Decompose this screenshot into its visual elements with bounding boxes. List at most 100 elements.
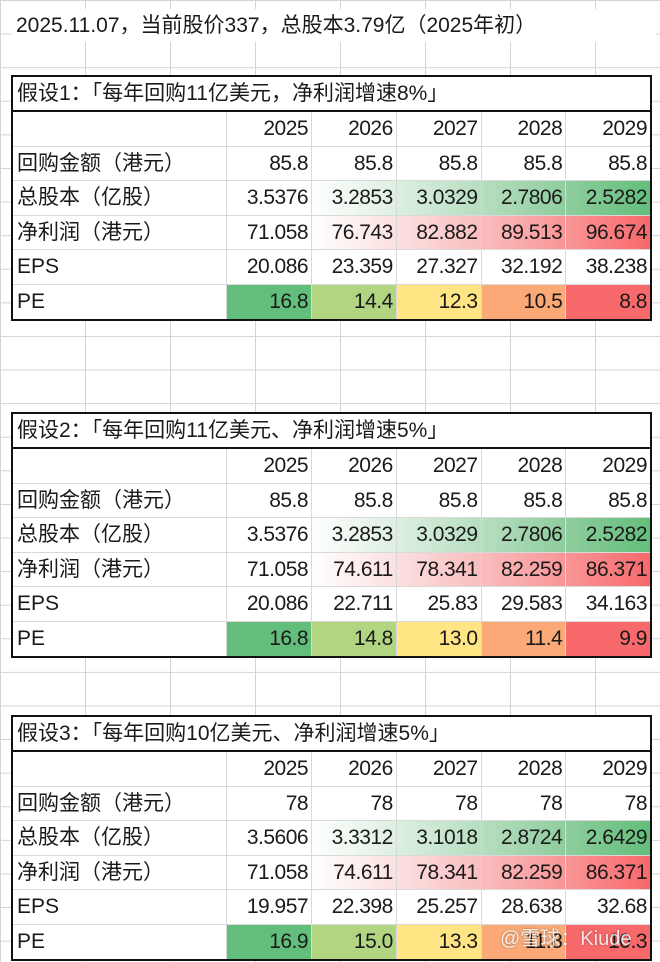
shares-value-cell[interactable]: 3.3312 — [311, 821, 396, 855]
net-profit-value-cell[interactable]: 82.882 — [395, 215, 481, 250]
buyback-value-cell[interactable]: 85.8 — [565, 146, 650, 181]
pe-value-cell[interactable]: 11.4 — [480, 621, 566, 656]
eps-value-cell[interactable]: 22.711 — [311, 587, 396, 621]
year-cell[interactable]: 2027 — [395, 112, 481, 146]
pe-value-cell[interactable]: 10.5 — [480, 284, 566, 319]
net-profit-value-cell[interactable]: 86.371 — [565, 855, 650, 890]
shares-value-cell[interactable]: 3.5376 — [226, 518, 311, 552]
pe-value-cell[interactable]: 16.8 — [226, 621, 312, 656]
eps-value-cell[interactable]: 28.638 — [480, 890, 566, 924]
year-cell[interactable]: 2028 — [480, 449, 566, 483]
row-label[interactable]: 净利润（港元） — [17, 557, 164, 581]
scenario-title[interactable]: 假设1：「每年回购11亿美元，净利润增速8%」 — [13, 77, 650, 112]
net-profit-value-cell[interactable]: 82.259 — [480, 855, 566, 890]
year-cell[interactable]: 2027 — [395, 752, 481, 786]
net-profit-value-cell[interactable]: 86.371 — [565, 552, 650, 587]
row-label[interactable]: 回购金额（港元） — [17, 791, 185, 815]
net-profit-value-cell[interactable]: 71.058 — [226, 855, 311, 890]
buyback-value-cell[interactable]: 85.8 — [311, 146, 396, 181]
year-cell[interactable]: 2026 — [311, 112, 396, 146]
pe-value-cell[interactable]: 14.8 — [311, 621, 396, 656]
pe-value-cell[interactable]: 10.3 — [565, 924, 650, 959]
pe-value-cell[interactable]: 13.3 — [395, 924, 481, 959]
net-profit-value-cell[interactable]: 82.259 — [480, 552, 566, 587]
net-profit-value-cell[interactable]: 78.341 — [395, 855, 481, 890]
row-label[interactable]: 回购金额（港元） — [17, 151, 185, 175]
eps-value-cell[interactable]: 25.83 — [395, 587, 481, 621]
year-cell[interactable]: 2029 — [565, 449, 650, 483]
shares-value-cell[interactable]: 3.0329 — [395, 518, 481, 552]
net-profit-value-cell[interactable]: 71.058 — [226, 215, 311, 250]
shares-value-cell[interactable]: 2.5282 — [565, 518, 650, 552]
buyback-value-cell[interactable]: 85.8 — [565, 483, 650, 518]
pe-value-cell[interactable]: 16.9 — [226, 924, 312, 959]
net-profit-value-cell[interactable]: 89.513 — [480, 215, 566, 250]
shares-value-cell[interactable]: 3.2853 — [311, 518, 396, 552]
pe-value-cell[interactable]: 16.8 — [226, 284, 312, 319]
row-label[interactable]: PE — [17, 626, 46, 650]
row-label[interactable]: 回购金额（港元） — [17, 488, 185, 512]
empty-label-cell[interactable] — [13, 112, 226, 146]
pe-value-cell[interactable]: 12.3 — [395, 284, 481, 319]
year-cell[interactable]: 2029 — [565, 112, 650, 146]
pe-value-cell[interactable]: 8.8 — [565, 284, 650, 319]
eps-value-cell[interactable]: 27.327 — [395, 250, 481, 284]
buyback-value-cell[interactable]: 85.8 — [480, 483, 566, 518]
year-cell[interactable]: 2028 — [480, 752, 566, 786]
year-cell[interactable]: 2025 — [226, 449, 311, 483]
buyback-value-cell[interactable]: 85.8 — [395, 483, 481, 518]
net-profit-value-cell[interactable]: 71.058 — [226, 552, 311, 587]
row-label[interactable]: 总股本（亿股） — [17, 826, 164, 850]
year-cell[interactable]: 2025 — [226, 752, 311, 786]
shares-value-cell[interactable]: 2.8724 — [480, 821, 566, 855]
eps-value-cell[interactable]: 29.583 — [480, 587, 566, 621]
year-cell[interactable]: 2026 — [311, 752, 396, 786]
scenario-title[interactable]: 假设3：「每年回购10亿美元、净利润增速5%」 — [13, 717, 650, 752]
row-label[interactable]: 总股本（亿股） — [17, 523, 164, 547]
pe-value-cell[interactable]: 15.0 — [311, 924, 396, 959]
row-label[interactable]: PE — [17, 289, 46, 313]
pe-value-cell[interactable]: 9.9 — [565, 621, 650, 656]
row-label[interactable]: 净利润（港元） — [17, 860, 164, 884]
shares-value-cell[interactable]: 3.2853 — [311, 181, 396, 215]
eps-value-cell[interactable]: 32.192 — [480, 250, 566, 284]
eps-value-cell[interactable]: 23.359 — [311, 250, 396, 284]
buyback-value-cell[interactable]: 85.8 — [395, 146, 481, 181]
shares-value-cell[interactable]: 2.5282 — [565, 181, 650, 215]
eps-value-cell[interactable]: 34.163 — [565, 587, 650, 621]
shares-value-cell[interactable]: 3.5606 — [226, 821, 311, 855]
buyback-value-cell[interactable]: 85.8 — [480, 146, 566, 181]
net-profit-value-cell[interactable]: 74.611 — [311, 855, 396, 890]
eps-value-cell[interactable]: 25.257 — [395, 890, 481, 924]
eps-value-cell[interactable]: 19.957 — [226, 890, 311, 924]
pe-value-cell[interactable]: 13.0 — [395, 621, 481, 656]
pe-value-cell[interactable]: 11.8 — [480, 924, 566, 959]
pe-value-cell[interactable]: 14.4 — [311, 284, 396, 319]
empty-label-cell[interactable] — [13, 449, 226, 483]
net-profit-value-cell[interactable]: 74.611 — [311, 552, 396, 587]
row-label[interactable]: EPS — [17, 592, 60, 616]
year-cell[interactable]: 2028 — [480, 112, 566, 146]
year-cell[interactable]: 2029 — [565, 752, 650, 786]
eps-value-cell[interactable]: 32.68 — [565, 890, 650, 924]
year-cell[interactable]: 2027 — [395, 449, 481, 483]
net-profit-value-cell[interactable]: 96.674 — [565, 215, 650, 250]
buyback-value-cell[interactable]: 85.8 — [311, 483, 396, 518]
row-label[interactable]: 总股本（亿股） — [17, 186, 164, 210]
empty-label-cell[interactable] — [13, 752, 226, 786]
buyback-value-cell[interactable]: 85.8 — [226, 146, 311, 181]
buyback-value-cell[interactable]: 85.8 — [226, 483, 311, 518]
shares-value-cell[interactable]: 3.5376 — [226, 181, 311, 215]
shares-value-cell[interactable]: 2.6429 — [565, 821, 650, 855]
year-cell[interactable]: 2026 — [311, 449, 396, 483]
header-note[interactable]: 2025.11.07，当前股价337，总股本3.79亿（2025年初） — [12, 9, 656, 42]
net-profit-value-cell[interactable]: 76.743 — [311, 215, 396, 250]
row-label[interactable]: 净利润（港元） — [17, 220, 164, 244]
scenario-title[interactable]: 假设2：「每年回购11亿美元、净利润增速5%」 — [13, 414, 650, 449]
row-label[interactable]: PE — [17, 929, 46, 953]
eps-value-cell[interactable]: 20.086 — [226, 587, 311, 621]
shares-value-cell[interactable]: 3.1018 — [395, 821, 481, 855]
eps-value-cell[interactable]: 22.398 — [311, 890, 396, 924]
eps-value-cell[interactable]: 20.086 — [226, 250, 311, 284]
row-label[interactable]: EPS — [17, 895, 60, 919]
